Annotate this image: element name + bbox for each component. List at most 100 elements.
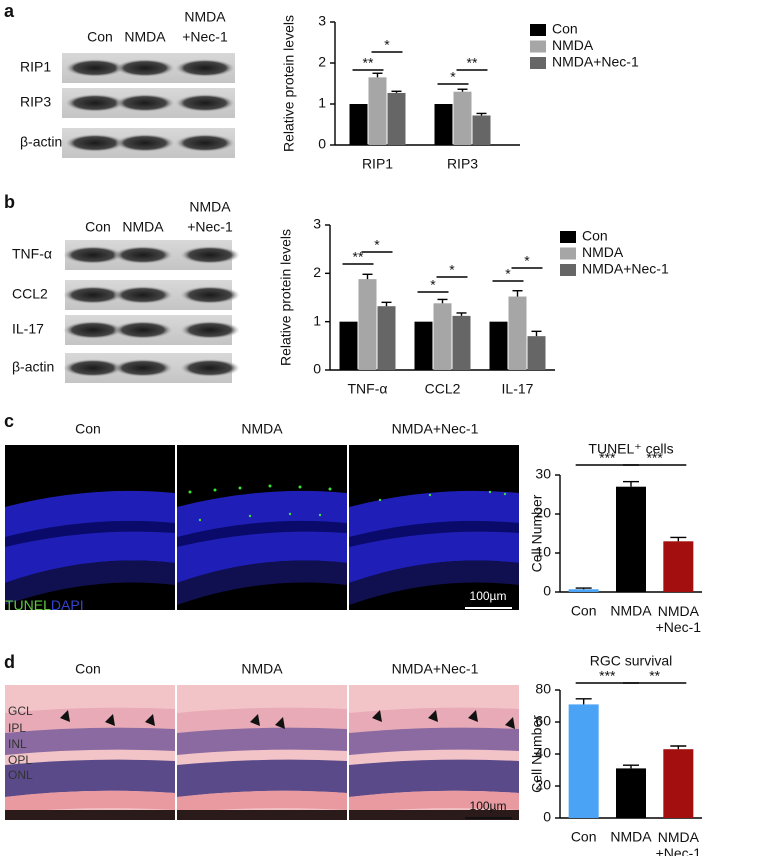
stain-name: TUNEL (5, 597, 51, 613)
image-column-label: NMDA (241, 421, 283, 437)
he-images (5, 685, 519, 820)
lane-label: Con (85, 219, 111, 235)
y-tick-label: 10 (535, 544, 551, 560)
lane-label: NMDA (122, 219, 164, 235)
blot-band (113, 359, 173, 377)
legend-label: NMDA+Nec-1 (552, 54, 639, 70)
layer-label: OPL (8, 753, 32, 767)
layer-label: IPL (8, 721, 26, 735)
bar (358, 279, 377, 370)
x-tick-label: RIP1 (362, 156, 393, 172)
panel-label: c (4, 411, 14, 431)
stain-name: DAPI (51, 597, 84, 613)
bar (434, 104, 453, 145)
blot-band (180, 246, 240, 264)
bar (568, 704, 599, 818)
significance-label: * (384, 37, 390, 53)
scale-bar-label: 100µm (470, 589, 507, 603)
y-tick-label: 0 (543, 583, 551, 599)
lane-label: NMDA (184, 9, 226, 25)
blot-band (175, 59, 235, 77)
blot-band (175, 134, 235, 152)
x-tick-label: TNF-α (348, 381, 388, 397)
bar (663, 541, 694, 592)
bar (387, 92, 406, 145)
image-column-label: NMDA (241, 661, 283, 677)
y-tick-label: 20 (535, 777, 551, 793)
bar (414, 321, 433, 370)
x-tick-label: CCL2 (425, 381, 461, 397)
y-tick-label: 80 (535, 681, 551, 697)
x-tick-label: RIP3 (447, 156, 478, 172)
blot-band (115, 59, 175, 77)
lane-label: NMDA (189, 199, 231, 215)
bar (433, 303, 452, 370)
x-tick-label: NMDA (610, 603, 652, 619)
legend-label: NMDA (582, 244, 624, 260)
legend-label: NMDA (552, 37, 594, 53)
blot-row-label: β-actin (20, 134, 62, 150)
panel-label: a (4, 1, 15, 21)
significance-label: *** (646, 450, 663, 466)
bar (349, 104, 368, 145)
significance-label: * (505, 266, 511, 282)
blot-row-label: β-actin (12, 359, 54, 375)
y-tick-label: 60 (535, 713, 551, 729)
y-axis-label: Relative protein levels (278, 229, 294, 366)
blot-band (113, 286, 173, 304)
x-tick-label: Con (571, 603, 597, 619)
significance-label: * (524, 253, 530, 269)
significance-label: ** (363, 55, 374, 71)
blot-band (180, 286, 240, 304)
legend-swatch (530, 57, 546, 69)
bar (368, 77, 387, 145)
y-tick-label: 20 (535, 505, 551, 521)
significance-label: *** (599, 668, 616, 684)
legend-swatch (560, 264, 576, 276)
tunel-images (5, 445, 519, 610)
bar (339, 321, 358, 370)
significance-label: * (449, 262, 455, 278)
y-tick-label: 40 (535, 745, 551, 761)
x-tick-label: IL-17 (502, 381, 534, 397)
y-axis-label: Cell Number (529, 715, 545, 793)
blot-row-label: RIP1 (20, 59, 51, 75)
y-tick-label: 1 (313, 312, 321, 328)
y-tick-label: 1 (318, 95, 326, 111)
legend-swatch (560, 231, 576, 243)
blot-band (63, 359, 123, 377)
blot-band (113, 246, 173, 264)
significance-label: ** (649, 668, 660, 684)
significance-label: ** (353, 249, 364, 265)
lane-label: NMDA (124, 29, 166, 45)
blot-row-label: TNF-α (12, 246, 52, 262)
legend-swatch (530, 24, 546, 36)
significance-label: ** (467, 55, 478, 71)
y-tick-label: 3 (318, 13, 326, 29)
blot-band (180, 321, 240, 339)
blot-band (115, 94, 175, 112)
lane-label: Con (87, 29, 113, 45)
blot-band (175, 94, 235, 112)
bar (616, 486, 646, 592)
y-tick-label: 2 (313, 264, 321, 280)
layer-label: INL (8, 737, 27, 751)
x-tick-label: NMDA (610, 829, 652, 845)
layer-label: GCL (8, 704, 33, 718)
bar (453, 91, 472, 145)
image-column-label: NMDA+Nec-1 (392, 661, 479, 677)
y-tick-label: 2 (318, 54, 326, 70)
blot-row-label: RIP3 (20, 94, 51, 110)
bar (568, 589, 599, 592)
blot-band (63, 286, 123, 304)
blot-band (63, 246, 123, 264)
chart-title: RGC survival (590, 653, 672, 669)
significance-label: * (374, 237, 380, 253)
bar (663, 749, 694, 818)
layer-label: ONL (8, 768, 33, 782)
scale-bar-label: 100µm (470, 799, 507, 813)
panel-label: b (4, 192, 15, 212)
bar (508, 296, 527, 370)
blot-row-label: IL-17 (12, 321, 44, 337)
stain-label: TUNELDAPI (5, 597, 84, 613)
